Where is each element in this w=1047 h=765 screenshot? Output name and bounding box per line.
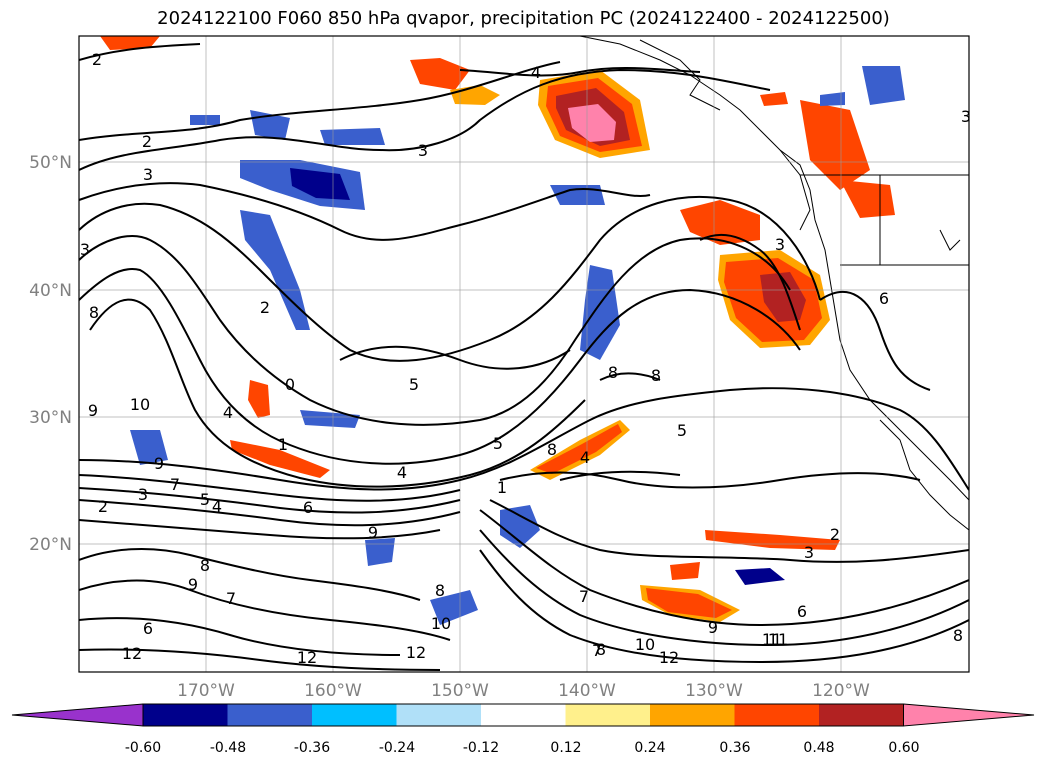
colorbar-tick-label: 0.48 (803, 740, 834, 756)
lat-label: 40°N (29, 281, 72, 301)
colorbar-tick-labels: -0.60 -0.48 -0.36 -0.24 -0.12 0.12 0.24 … (125, 740, 920, 756)
contour-label: 9 (368, 523, 378, 542)
contour-label: 12 (297, 648, 317, 667)
lon-label: 120°W (812, 681, 870, 701)
contour-label: 2 (142, 132, 152, 151)
contour-label: 8 (608, 363, 618, 382)
contour-label: 1 (497, 478, 507, 497)
colorbar-tick-label: -0.48 (210, 740, 246, 756)
lat-label: 50°N (29, 153, 72, 173)
contour-label: 2 (98, 497, 108, 516)
contour-label: 10 (431, 614, 451, 633)
contour-label: 10 (130, 395, 150, 414)
precip-positive-shading (100, 36, 895, 622)
contour-label: 8 (651, 366, 661, 385)
contour-label: 8 (200, 556, 210, 575)
latitude-labels: 50°N 40°N 30°N 20°N (29, 153, 72, 555)
contour-label: 5 (409, 375, 419, 394)
contour-label: 2 (92, 50, 102, 69)
longitude-labels: 170°W 160°W 150°W 140°W 130°W 120°W (177, 681, 870, 701)
contour-label: 6 (143, 619, 153, 638)
colorbar-tick-label: 0.36 (719, 740, 750, 756)
colorbar-segment (481, 704, 566, 726)
colorbar (11, 703, 1035, 727)
lon-label: 160°W (304, 681, 362, 701)
colorbar-tick-label: 0.60 (888, 740, 919, 756)
colorbar-extend-low (11, 703, 144, 727)
contour-label: 7 (592, 641, 602, 660)
contour-label: 12 (122, 644, 142, 663)
contour-label: 7 (226, 589, 236, 608)
qvapor-contours (79, 43, 969, 671)
contour-label: 3 (775, 235, 785, 254)
colorbar-tick-label: 0.24 (634, 740, 665, 756)
plot-frame (78, 35, 970, 673)
colorbar-segment (396, 704, 482, 726)
contour-label: 12 (659, 648, 679, 667)
contour-label: 5 (677, 421, 687, 440)
colorbar-segment (565, 704, 651, 726)
contour-label: 10 (635, 635, 655, 654)
contour-label: 3 (418, 141, 428, 160)
contour-label: 8 (596, 640, 606, 659)
colorbar-tick-label: -0.12 (463, 740, 499, 756)
contour-label: 11 (768, 630, 788, 649)
coastlines (579, 36, 969, 531)
contour-label: 8 (435, 581, 445, 600)
contour-label: 11 (762, 630, 782, 649)
lon-label: 150°W (431, 681, 489, 701)
lon-label: 170°W (177, 681, 235, 701)
colorbar-tick-label: -0.36 (294, 740, 330, 756)
contour-label: 4 (397, 463, 407, 482)
contour-label: 8 (953, 626, 963, 645)
contour-label: 7 (170, 475, 180, 494)
contour-label: 3 (804, 543, 814, 562)
contour-label: 1 (278, 435, 288, 454)
contour-label: 6 (879, 289, 889, 308)
contour-label: 5 (493, 434, 503, 453)
contour-label: 6 (303, 498, 313, 517)
contour-label: 6 (797, 602, 807, 621)
contour-label: 2 (260, 298, 270, 317)
contour-label: 4 (531, 63, 541, 82)
contour-label: 5 (200, 490, 210, 509)
contour-label: 3 (961, 107, 971, 126)
contour-label: 7 (579, 587, 589, 606)
lon-label: 130°W (685, 681, 743, 701)
lat-label: 30°N (29, 408, 72, 428)
colorbar-tick-label: 0.12 (550, 740, 581, 756)
map-title: 2024122100 F060 850 hPa qvapor, precipit… (157, 8, 890, 29)
contour-label: 9 (708, 618, 718, 637)
colorbar-outline (142, 703, 904, 727)
colorbar-segment (143, 704, 228, 726)
contour-label: 2 (830, 525, 840, 544)
colorbar-tick-label: -0.60 (125, 740, 161, 756)
colorbar-extend-high (903, 703, 1035, 727)
contour-label: 9 (154, 454, 164, 473)
colorbar-segment (734, 704, 820, 726)
contour-label: 3 (143, 165, 153, 184)
lon-label: 140°W (558, 681, 616, 701)
colorbar-segment (227, 704, 313, 726)
contour-label: 8 (89, 303, 99, 322)
contour-label: 9 (88, 401, 98, 420)
colorbar-segment (312, 704, 397, 726)
contour-label: 4 (223, 403, 233, 422)
lat-label: 20°N (29, 535, 72, 555)
contour-label: 4 (580, 448, 590, 467)
colorbar-segment (819, 704, 904, 726)
colorbar-segment (650, 704, 735, 726)
contour-label: 3 (138, 485, 148, 504)
contour-label: 3 (80, 240, 90, 259)
contour-label: 0 (285, 375, 295, 394)
contour-label: 12 (406, 643, 426, 662)
contour-label: 9 (188, 575, 198, 594)
contour-label: 8 (547, 440, 557, 459)
colorbar-tick-label: -0.24 (379, 740, 415, 756)
contour-label: 4 (212, 497, 222, 516)
